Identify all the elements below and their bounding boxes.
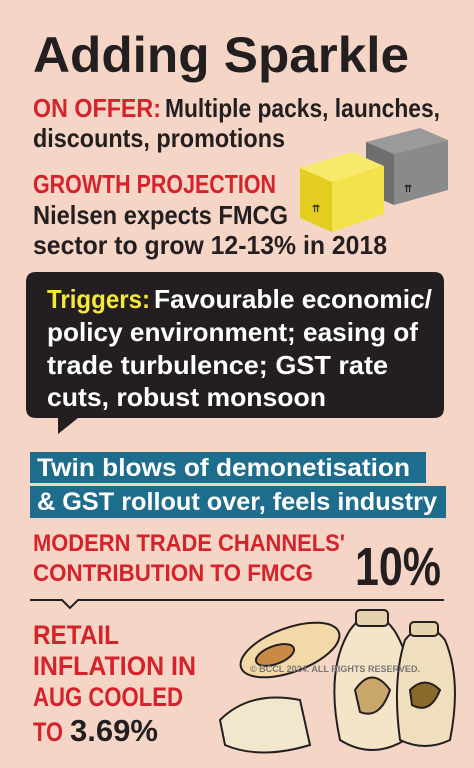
divider	[30, 599, 444, 610]
jars-illustration	[218, 609, 456, 754]
on-offer-text: discounts, promotions	[33, 123, 285, 153]
modern-trade-text: MODERN TRADE CHANNELS'	[33, 530, 345, 557]
copyright: © BCCL 2024. ALL RIGHTS RESERVED.	[250, 664, 420, 674]
banner-bg	[30, 486, 446, 518]
triggers-text: Favourable economic/	[154, 284, 432, 314]
triggers-box	[26, 272, 444, 434]
boxes-illustration: ⇈ ⇈	[300, 128, 448, 232]
triggers-text: policy environment; easing of	[47, 317, 418, 347]
growth-text: Nielsen expects FMCG	[33, 200, 288, 230]
svg-text:⇈: ⇈	[404, 184, 412, 195]
inflation-figure: 3.69%	[70, 713, 158, 748]
inflation-text: RETAIL	[33, 620, 119, 650]
banner-text: Twin blows of demonetisation	[37, 454, 410, 482]
banner-bg	[30, 452, 426, 483]
inflation-text: TO	[33, 717, 63, 747]
modern-trade-text: CONTRIBUTION TO FMCG	[33, 560, 313, 587]
triggers-label: Triggers:	[47, 284, 150, 314]
growth-text: sector to grow 12-13% in 2018	[33, 230, 387, 260]
triggers-text: trade turbulence; GST rate	[47, 350, 388, 380]
modern-trade-figure: 10%	[355, 537, 441, 597]
inflation-text: AUG COOLED	[33, 682, 183, 712]
title: Adding Sparkle	[33, 27, 409, 83]
svg-text:⇈: ⇈	[312, 204, 320, 215]
triggers-text: cuts, robust monsoon	[47, 382, 326, 412]
on-offer-label: ON OFFER:	[33, 93, 161, 123]
inflation-text: INFLATION IN	[33, 651, 196, 681]
banner-text: & GST rollout over, feels industry	[37, 488, 437, 516]
growth-heading: GROWTH PROJECTION	[33, 169, 276, 199]
on-offer-text: Multiple packs, launches,	[165, 93, 440, 123]
